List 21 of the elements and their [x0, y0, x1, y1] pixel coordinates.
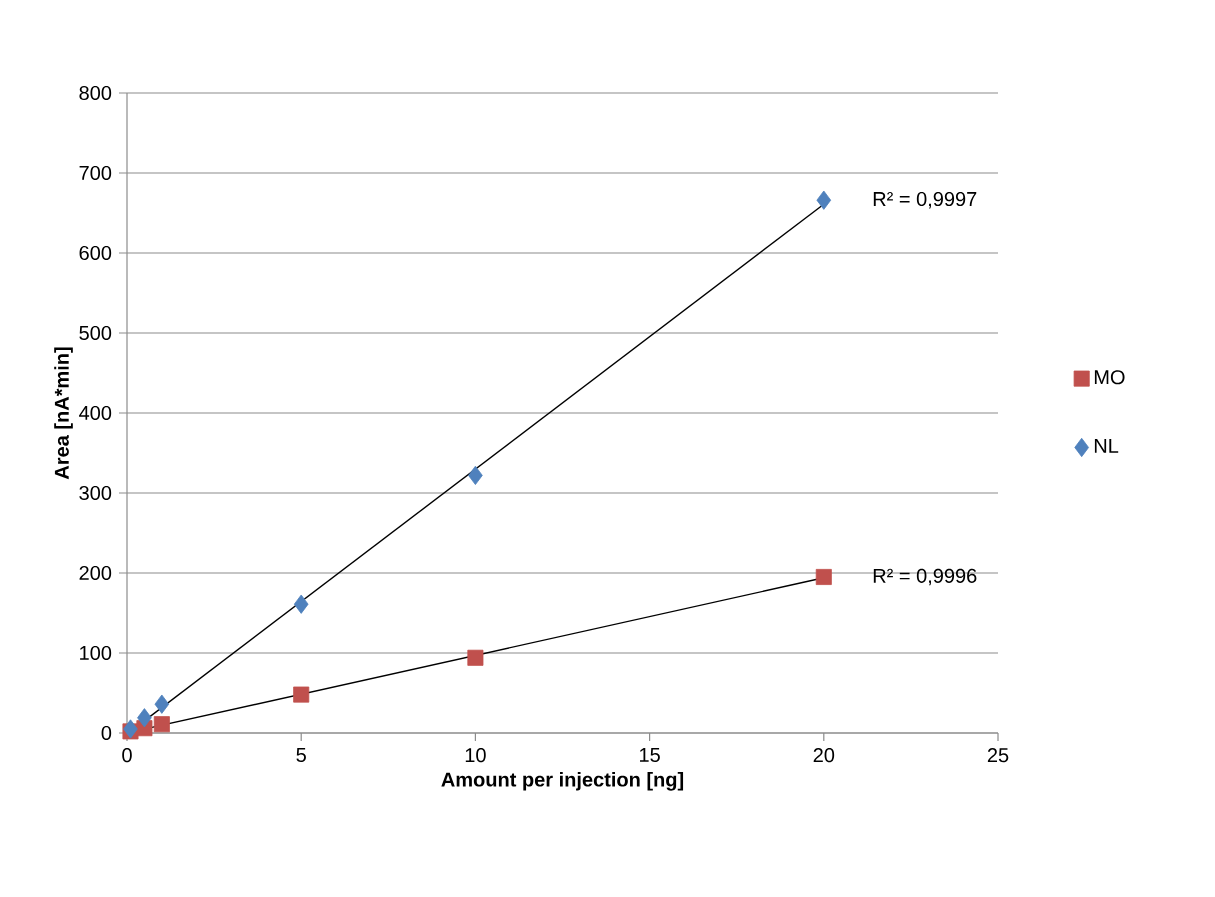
y-tick-label: 300 — [79, 485, 112, 501]
y-tick-label: 0 — [101, 725, 112, 741]
annotation: R² = 0,9996 — [873, 568, 977, 586]
y-tick-label: 800 — [79, 85, 112, 101]
y-tick-label: 600 — [79, 245, 112, 261]
x-axis-title: Amount per injection [ng] — [441, 771, 684, 791]
y-tick-label: 400 — [79, 405, 112, 421]
x-tick-label: 25 — [987, 748, 1009, 763]
y-tick-label: 700 — [79, 165, 112, 181]
annotation: R² = 0,9997 — [873, 191, 977, 209]
y-tick-label: 100 — [80, 645, 112, 661]
x-tick-label: 10 — [465, 748, 486, 763]
y-axis-title: Area [nA*min] — [54, 347, 73, 480]
y-tick-label: 500 — [79, 325, 112, 341]
x-tick-label: 20 — [813, 748, 835, 763]
x-tick-label: 15 — [640, 748, 660, 762]
y-tick-label: 200 — [79, 565, 112, 581]
legend-label: NL — [1094, 439, 1119, 453]
x-tick-label: 5 — [296, 748, 306, 762]
x-tick-label: 0 — [122, 748, 132, 763]
legend-label: MO — [1094, 370, 1125, 385]
